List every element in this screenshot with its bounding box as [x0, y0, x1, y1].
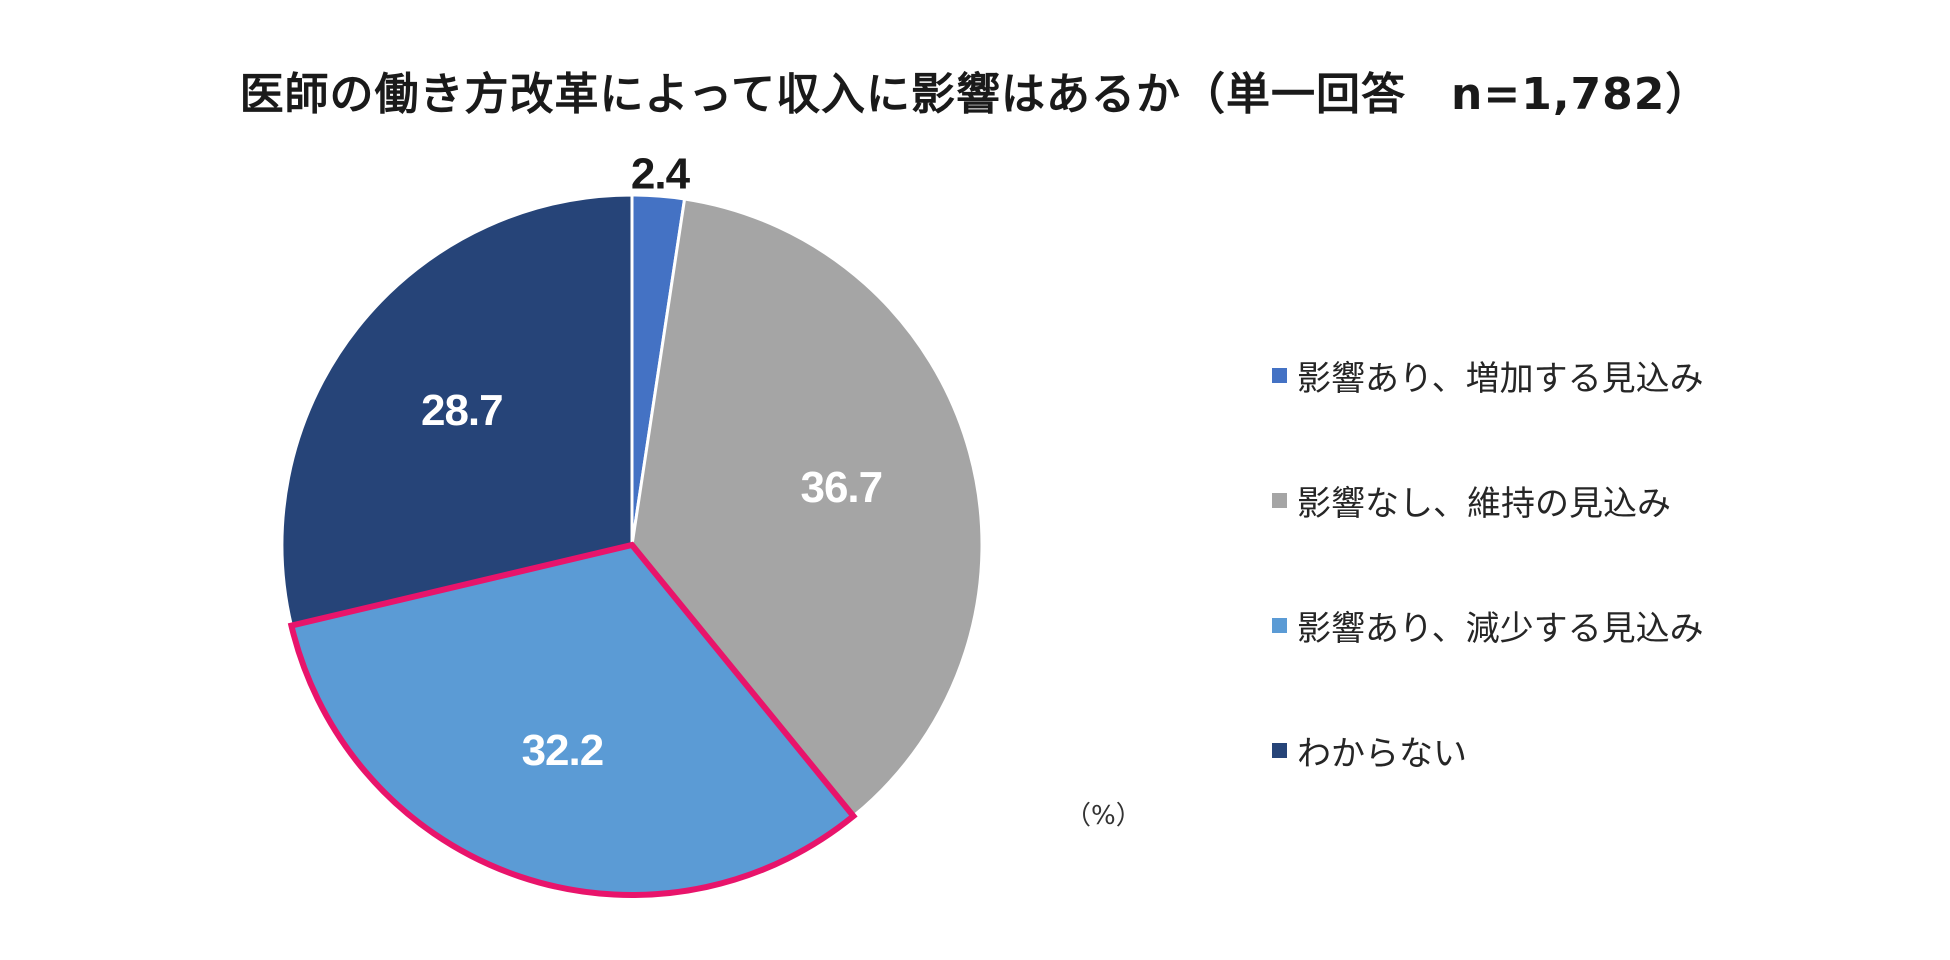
legend-item-decrease: 影響あり、減少する見込み: [1272, 600, 1704, 650]
chart-title: 医師の働き方改革によって収入に影響はあるか（単一回答 n=1,782）: [239, 69, 1711, 120]
pie-slice-unknown: [280, 193, 634, 628]
pie-data-labels: 2.4 36.7 32.2 28.7: [421, 150, 883, 775]
legend: 影響あり、増加する見込み 影響なし、維持の見込み 影響あり、減少する見込み わからない: [1272, 350, 1704, 850]
legend-label: 影響あり、減少する見込み: [1297, 608, 1704, 649]
legend-label: 影響なし、維持の見込み: [1297, 483, 1671, 524]
pie-slice-maintain: [630, 197, 984, 818]
legend-item-maintain: 影響なし、維持の見込み: [1272, 475, 1704, 525]
data-label-decrease: 32.2: [522, 726, 604, 775]
data-label-maintain: 36.7: [800, 463, 882, 512]
legend-item-increase: 影響あり、増加する見込み: [1272, 350, 1704, 400]
unit-label: （%）: [1065, 801, 1142, 831]
legend-item-unknown: わからない: [1272, 725, 1704, 775]
legend-label: 影響あり、増加する見込み: [1297, 358, 1704, 399]
legend-swatch: [1272, 742, 1287, 758]
pie-slices: [280, 193, 984, 898]
legend-swatch: [1272, 617, 1287, 633]
data-label-unknown: 28.7: [421, 386, 503, 435]
legend-label: わからない: [1297, 733, 1467, 774]
legend-swatch: [1272, 492, 1287, 508]
data-label-increase: 2.4: [631, 150, 691, 199]
legend-swatch: [1272, 367, 1287, 383]
pie-slice-highlight-outline: [287, 541, 858, 898]
